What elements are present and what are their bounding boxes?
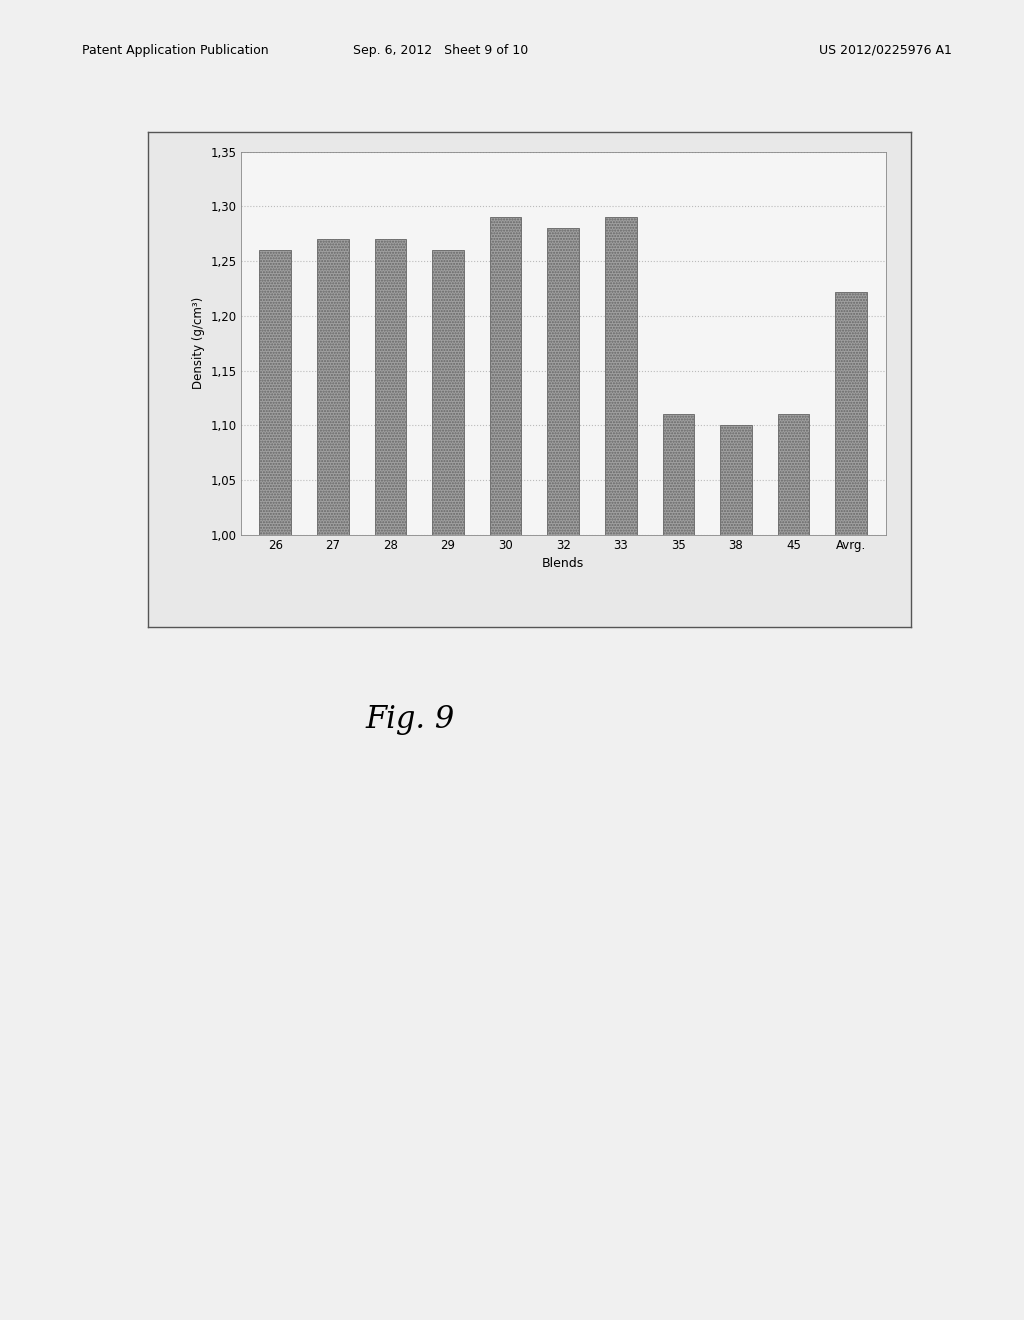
Bar [432,251,464,535]
Bar [605,218,637,535]
Bar [778,414,809,535]
Text: US 2012/0225976 A1: US 2012/0225976 A1 [819,44,952,57]
Text: Patent Application Publication: Patent Application Publication [82,44,268,57]
Bar [259,251,291,535]
Bar [548,228,579,535]
Text: Fig. 9: Fig. 9 [365,704,455,735]
Y-axis label: Density (g/cm³): Density (g/cm³) [191,297,205,389]
Bar [836,292,867,535]
Bar [663,414,694,535]
Bar [375,239,407,535]
Bar [489,218,521,535]
X-axis label: Blends: Blends [542,557,585,570]
Bar [317,239,348,535]
Text: Sep. 6, 2012   Sheet 9 of 10: Sep. 6, 2012 Sheet 9 of 10 [352,44,528,57]
Bar [720,425,752,535]
